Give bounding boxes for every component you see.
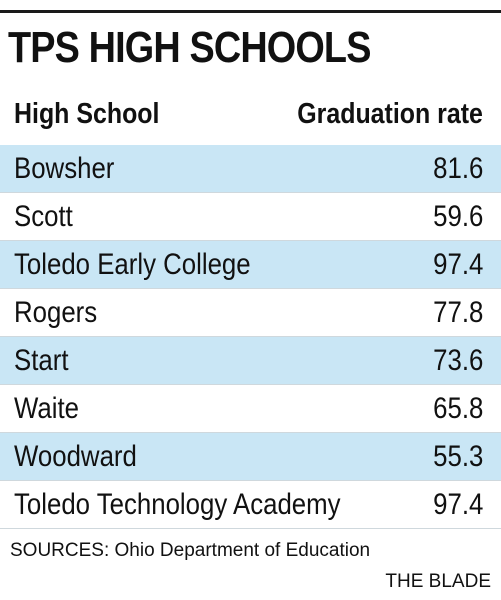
graduation-rate-value: 73.6 — [432, 344, 483, 377]
school-name: Rogers — [14, 296, 98, 329]
chart-title: TPS HIGH SCHOOLS — [8, 23, 371, 72]
graduation-rate-value: 97.4 — [432, 488, 483, 521]
graduation-rate-value: 97.4 — [432, 248, 483, 281]
column-header-rate: Graduation rate — [297, 98, 483, 130]
school-name: Bowsher — [14, 152, 115, 185]
table-row: Start 73.6 — [0, 337, 501, 385]
school-name: Woodward — [14, 440, 137, 473]
table-body: Bowsher 81.6 Scott 59.6 Toledo Early College… — [0, 145, 501, 529]
graduation-rate-value: 65.8 — [432, 392, 483, 425]
column-header-school: High School — [14, 98, 160, 130]
table-row: Scott 59.6 — [0, 193, 501, 241]
source-note: SOURCES: Ohio Department of Education — [10, 540, 371, 561]
graduation-rate-value: 77.8 — [432, 296, 483, 329]
table-row: Toledo Technology Academy 97.4 — [0, 481, 501, 529]
school-name: Scott — [14, 200, 73, 233]
graduation-rate-value: 81.6 — [432, 152, 483, 185]
graduation-rate-value: 59.6 — [432, 200, 483, 233]
school-name: Toledo Technology Academy — [14, 488, 341, 521]
school-name: Toledo Early College — [14, 248, 251, 281]
table-row: Rogers 77.8 — [0, 289, 501, 337]
credit-line: THE BLADE — [385, 571, 491, 592]
school-name: Start — [14, 344, 69, 377]
table-row: Bowsher 81.6 — [0, 145, 501, 193]
table-row: Toledo Early College 97.4 — [0, 241, 501, 289]
school-name: Waite — [14, 392, 79, 425]
top-rule — [0, 10, 501, 13]
table-row: Woodward 55.3 — [0, 433, 501, 481]
graduation-rate-value: 55.3 — [432, 440, 483, 473]
table-row: Waite 65.8 — [0, 385, 501, 433]
